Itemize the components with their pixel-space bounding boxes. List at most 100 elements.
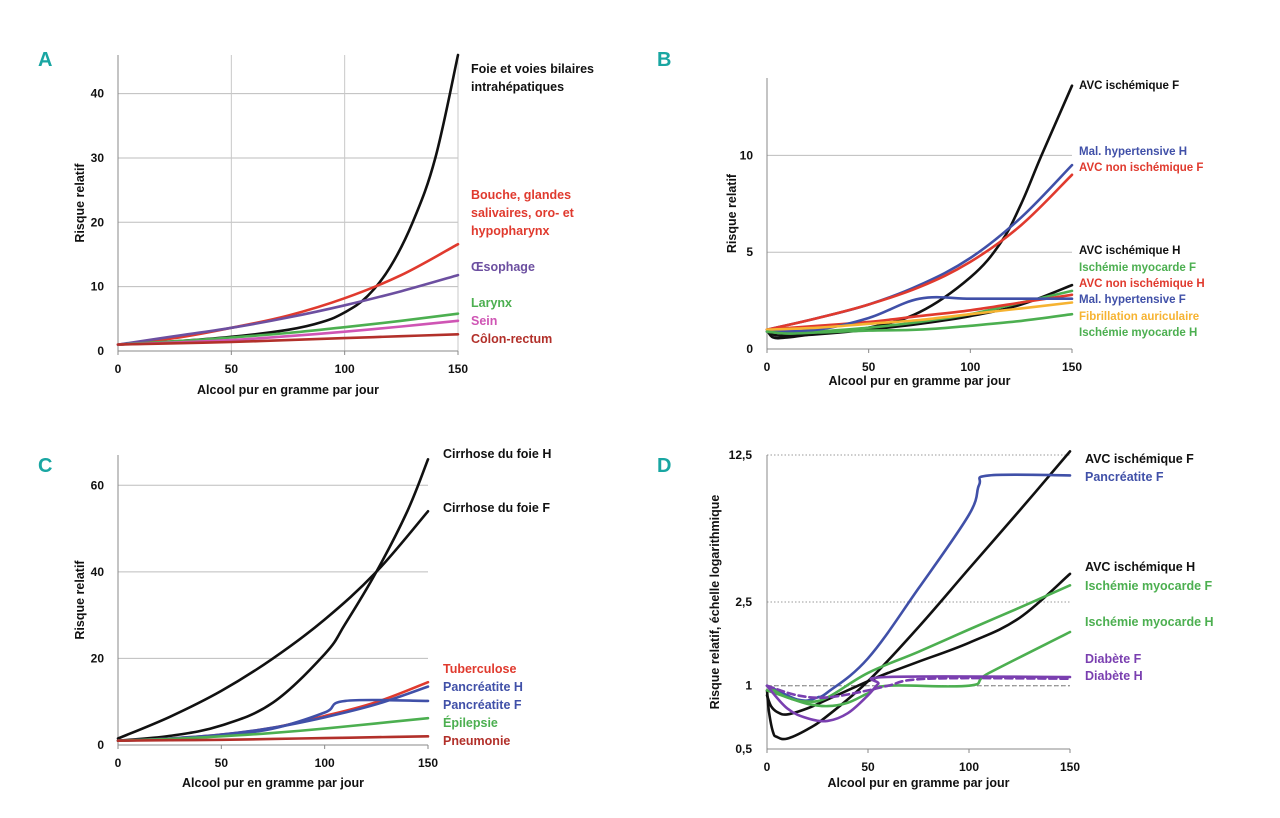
series-label: Pancréatite F [1085,470,1164,484]
y-tick-label: 60 [91,478,105,492]
x-tick-label: 100 [959,760,979,774]
series-line [116,242,460,346]
series-line [116,333,460,346]
series-line [765,295,1074,333]
series-line [116,458,430,742]
series-label: Pancréatite F [443,698,522,712]
x-axis-title: Alcool pur en gramme par jour [182,776,364,790]
series-label: Cirrhose du foie H [443,447,551,461]
series-label: Côlon-rectum [471,332,552,346]
y-tick-label: 0 [97,738,104,752]
y-tick-label: 20 [91,215,105,229]
series-label: AVC non ischémique H [1079,278,1205,290]
series-label: salivaires, oro- et [471,206,575,220]
x-tick-label: 0 [764,760,771,774]
x-tick-label: 0 [115,362,122,376]
x-axis-title: Alcool pur en gramme par jour [829,374,1011,388]
series-label: Diabète F [1085,652,1142,666]
x-tick-label: 100 [315,756,335,770]
series-label: Bouche, glandes [471,188,571,202]
series-label: intrahépatiques [471,80,564,94]
x-tick-label: 0 [115,756,122,770]
series-line [765,675,1072,723]
series-line [765,312,1074,335]
x-tick-label: 0 [764,360,771,374]
x-tick-label: 150 [1060,760,1080,774]
series-label: Tuberculose [443,662,516,676]
y-tick-label: 20 [91,651,105,665]
y-tick-label: 0 [746,342,753,356]
series-label: AVC ischémique F [1079,80,1179,92]
y-tick-label: 5 [746,245,753,259]
series-label: AVC non ischémique F [1079,162,1203,174]
series-label: Larynx [471,296,512,310]
y-tick-label: 12,5 [729,448,753,462]
series-line [765,173,1074,331]
series-line [116,735,430,742]
y-axis-title: Risque relatif, échelle logarithmique [708,495,722,710]
series-line [765,450,1072,741]
series-label: Pneumonie [443,734,510,748]
series-line [765,293,1074,331]
series-label: Ischémie myocarde F [1085,579,1213,593]
x-tick-label: 100 [960,360,980,374]
series-label: AVC ischémique H [1079,245,1180,257]
x-tick-label: 50 [862,360,876,374]
series-label: hypopharynx [471,224,550,238]
y-tick-label: 10 [740,148,754,162]
x-tick-label: 50 [225,362,239,376]
series-label: Ischémie myocarde F [1079,262,1196,274]
y-axis-title: Risque relatif [725,173,739,253]
series-label: Épilepsie [443,715,498,730]
panel-letter: D [657,455,671,477]
y-tick-label: 0,5 [735,742,752,756]
series-label: Œsophage [471,260,535,274]
x-axis-title: Alcool pur en gramme par jour [197,383,379,397]
series-label: Foie et voies bilaires [471,62,594,76]
series-line [765,676,1072,700]
series-line [116,510,430,740]
series-label: Sein [471,314,497,328]
x-tick-label: 50 [215,756,229,770]
series-line [765,473,1072,702]
x-tick-label: 150 [448,362,468,376]
series-label: Pancréatite H [443,680,523,694]
panel-c: C 0 20 40 60 0 50 100 150 Alcool pur en gramme pa… [38,447,551,790]
series-line [765,301,1074,331]
series-line [765,572,1072,716]
x-tick-label: 100 [335,362,355,376]
x-tick-label: 150 [1062,360,1082,374]
y-tick-label: 10 [91,280,105,294]
series-line [765,84,1074,340]
series-label: Ischémie myocarde H [1079,327,1197,339]
series-label: Diabète H [1085,669,1143,683]
series-label: AVC ischémique F [1085,452,1194,466]
series-line [116,273,460,346]
y-axis-title: Risque relatif [73,560,87,640]
panel-letter: A [38,49,52,71]
series-label: AVC ischémique H [1085,560,1195,574]
series-label: Mal. hypertensive F [1079,294,1186,306]
y-tick-label: 40 [91,87,105,101]
series-label: Ischémie myocarde H [1085,615,1214,629]
y-tick-label: 2,5 [735,595,752,609]
panel-letter: B [657,49,671,71]
series-line [765,584,1072,703]
series-label: Fibrillation auriculaire [1079,311,1199,323]
series-line [116,53,460,346]
series-label: Cirrhose du foie F [443,501,550,515]
y-tick-label: 40 [91,565,105,579]
x-tick-label: 150 [418,756,438,770]
y-tick-label: 0 [97,344,104,358]
y-tick-label: 1 [745,679,752,693]
series-line [765,630,1072,708]
series-label: Mal. hypertensive H [1079,146,1187,158]
y-axis-title: Risque relatif [73,163,87,243]
x-tick-label: 50 [861,760,875,774]
y-tick-label: 30 [91,151,105,165]
x-axis-title: Alcool pur en gramme par jour [828,776,1010,790]
panel-a: A 0 10 20 30 40 0 50 100 150 Alcool pur en gramme … [38,49,594,397]
